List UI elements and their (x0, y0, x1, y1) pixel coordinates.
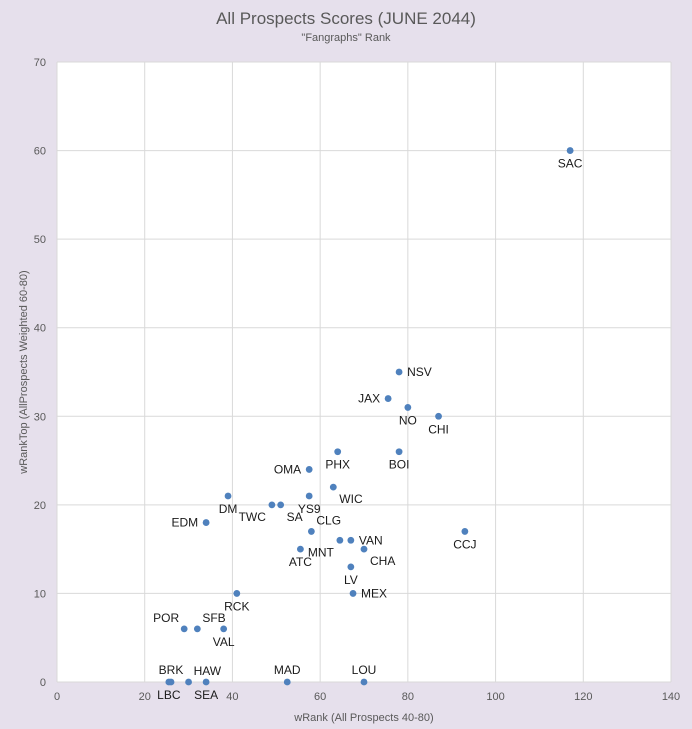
data-label-clg: CLG (316, 513, 341, 527)
data-point-clg (307, 528, 315, 535)
data-label-lv: LV (344, 573, 358, 587)
chart-title: All Prospects Scores (JUNE 2044) (216, 9, 476, 28)
x-tick-label: 0 (54, 691, 60, 703)
data-label-sac: SAC (558, 157, 583, 171)
y-tick-label: 10 (34, 588, 46, 600)
data-label-jax: JAX (358, 392, 380, 406)
data-point-chi (435, 412, 442, 420)
data-point-dm (224, 492, 232, 500)
x-tick-label: 100 (486, 691, 504, 703)
data-label-sea: SEA (194, 688, 218, 702)
data-label-boi: BOI (389, 458, 410, 472)
data-point-mad (283, 678, 291, 686)
axis-tick-labels: 0 20 40 60 80 100 120 140 0 10 20 30 40 50 60 70 (34, 57, 680, 703)
data-point-por (180, 625, 188, 633)
data-point-edm (202, 519, 210, 526)
data-point-atc (297, 545, 304, 553)
data-point-nsv (395, 368, 403, 376)
data-point-lv (347, 563, 355, 571)
data-point-twc (268, 501, 276, 509)
data-label-phx: PHX (325, 458, 350, 472)
data-label-sa: SA (287, 510, 303, 524)
data-label-por: POR (153, 611, 179, 625)
data-point-oma (305, 466, 313, 473)
data-label-twc: TWC (239, 510, 267, 524)
data-label-oma: OMA (274, 462, 301, 476)
y-tick-label: 50 (34, 234, 46, 246)
data-label-mad: MAD (274, 663, 301, 677)
x-tick-label: 40 (226, 691, 238, 703)
y-tick-label: 60 (34, 146, 46, 158)
y-tick-label: 40 (34, 323, 46, 335)
data-label-val: VAL (213, 635, 235, 649)
data-label-atc: ATC (289, 555, 312, 569)
data-label-sfb: SFB (202, 611, 225, 625)
data-point-lou (360, 678, 368, 686)
data-label-wic: WIC (339, 492, 363, 506)
x-tick-label: 120 (574, 691, 592, 703)
data-point-sea (202, 678, 210, 686)
data-label-lbc: LBC (157, 688, 181, 702)
y-tick-label: 20 (34, 500, 46, 512)
data-point-wic (329, 483, 337, 491)
data-label-edm: EDM (171, 516, 198, 530)
data-labels: SAC NSV JAX NO CHI PHX BOI OMA WIC DM YS9 TWC SA EDM C… (153, 157, 583, 702)
data-point-ys9 (305, 492, 313, 500)
x-tick-label: 20 (139, 691, 151, 703)
x-tick-label: 60 (314, 691, 326, 703)
data-point-ccj (461, 528, 469, 535)
data-label-haw: HAW (194, 664, 222, 678)
y-axis-title: wRankTop (AllProspects Weighted 60-80) (18, 270, 30, 474)
data-label-brk: BRK (159, 663, 184, 677)
data-point-phx (334, 448, 342, 456)
data-point-lbc (165, 678, 173, 686)
data-label-nsv: NSV (407, 365, 432, 379)
data-label-ccj: CCJ (453, 537, 476, 551)
data-point-boi (395, 448, 403, 456)
chart-subtitle: "Fangraphs" Rank (301, 32, 391, 44)
data-point-val (220, 625, 228, 633)
data-label-lou: LOU (352, 663, 377, 677)
data-label-van: VAN (359, 533, 383, 547)
data-point-sa (277, 501, 285, 509)
y-tick-label: 0 (40, 677, 46, 689)
data-label-cha: CHA (370, 554, 395, 568)
data-point-van (347, 536, 355, 544)
data-label-chi: CHI (428, 422, 449, 436)
y-tick-label: 30 (34, 411, 46, 423)
data-label-mex: MEX (361, 586, 387, 600)
data-point-rck (233, 590, 241, 597)
data-point-no (404, 404, 412, 411)
data-point-mex (349, 590, 357, 597)
gridlines (56, 61, 672, 683)
data-point-mnt (336, 536, 344, 544)
data-point-sfb (193, 625, 201, 633)
data-point-cha (360, 545, 368, 553)
data-label-ys9: YS9 (298, 502, 321, 516)
x-tick-label: 140 (662, 691, 680, 703)
data-points (165, 147, 574, 686)
data-label-no: NO (399, 413, 417, 427)
data-point-haw (185, 678, 192, 686)
data-label-rck: RCK (224, 599, 249, 613)
data-point-sac (566, 147, 574, 154)
x-axis-title: wRank (All Prospects 40-80) (293, 712, 433, 724)
y-tick-label: 70 (34, 57, 46, 69)
data-label-mnt: MNT (308, 545, 335, 559)
data-point-jax (384, 395, 392, 402)
x-tick-label: 80 (402, 691, 414, 703)
data-label-dm: DM (219, 502, 238, 516)
plot-area (57, 62, 671, 682)
